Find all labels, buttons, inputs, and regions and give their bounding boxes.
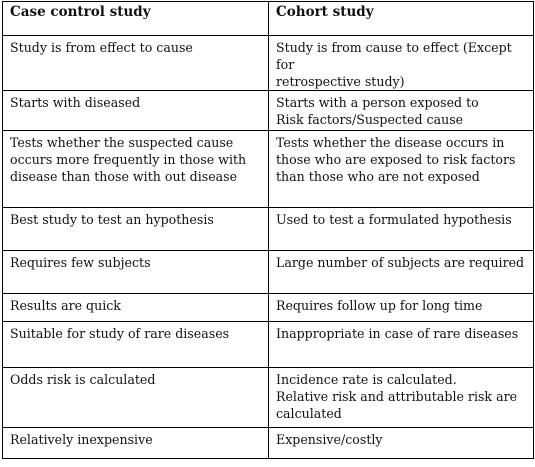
cell-line: Best study to test an hypothesis (10, 212, 214, 227)
cohort-cell: Expensive/costly (268, 427, 534, 459)
cell-line: Relatively inexpensive (10, 432, 153, 447)
header-case-control: Case control study (2, 1, 269, 36)
cell-line: Used to test a formulated hypothesis (276, 212, 512, 227)
cell-line: Starts with a person exposed to (276, 95, 479, 110)
cell-line: Large number of subjects are required (276, 255, 525, 270)
cell-line: occurs more frequently in those with (10, 152, 247, 167)
cell-line: Suitable for study of rare diseases (10, 326, 230, 341)
table-row: Tests whether the suspected cause occurs… (2, 130, 534, 208)
cohort-cell: Inappropriate in case of rare diseases (268, 321, 534, 368)
case-control-cell: Suitable for study of rare diseases (2, 321, 269, 368)
cell-line: Risk factors/Suspected cause (276, 112, 464, 127)
cell-line: Expensive/costly (276, 432, 383, 447)
cell-line: than those who are not exposed (276, 169, 480, 184)
cell-line: Relative risk and attributable risk are (276, 389, 518, 404)
cell-line: Tests whether the disease occurs in (276, 135, 505, 150)
cohort-cell: Incidence rate is calculated. Relative r… (268, 367, 534, 428)
cell-line: Incidence rate is calculated. (276, 372, 457, 387)
table-row: Relatively inexpensive Expensive/costly (2, 427, 534, 459)
table-row: Starts with diseased Starts with a perso… (2, 90, 534, 131)
cohort-cell: Requires follow up for long time (268, 293, 534, 322)
case-control-cell: Tests whether the suspected cause occurs… (2, 130, 269, 208)
cell-line: disease than those with out disease (10, 169, 238, 184)
header-row: Case control study Cohort study (2, 1, 534, 36)
header-cohort: Cohort study (268, 1, 534, 36)
cell-line: Requires few subjects (10, 255, 151, 270)
cohort-cell: Study is from cause to effect (Except fo… (268, 35, 534, 91)
table-row: Odds risk is calculated Incidence rate i… (2, 367, 534, 428)
cell-line: those who are exposed to risk factors (276, 152, 516, 167)
table-row: Suitable for study of rare diseases Inap… (2, 321, 534, 368)
case-control-cell: Best study to test an hypothesis (2, 207, 269, 251)
cell-line: Tests whether the suspected cause (10, 135, 234, 150)
case-control-cell: Odds risk is calculated (2, 367, 269, 428)
case-control-cell: Starts with diseased (2, 90, 269, 131)
cell-line: Starts with diseased (10, 95, 141, 110)
cohort-cell: Starts with a person exposed to Risk fac… (268, 90, 534, 131)
cohort-cell: Large number of subjects are required (268, 250, 534, 294)
case-control-cell: Relatively inexpensive (2, 427, 269, 459)
case-control-cell: Results are quick (2, 293, 269, 322)
table-row: Requires few subjects Large number of su… (2, 250, 534, 294)
cell-line: Results are quick (10, 298, 121, 313)
table-row: Results are quick Requires follow up for… (2, 293, 534, 322)
cell-line: Odds risk is calculated (10, 372, 156, 387)
table-row: Best study to test an hypothesis Used to… (2, 207, 534, 251)
cell-line: Inappropriate in case of rare diseases (276, 326, 519, 341)
case-control-cell: Study is from effect to cause (2, 35, 269, 91)
cohort-cell: Used to test a formulated hypothesis (268, 207, 534, 251)
cell-line: Study is from cause to effect (Except fo… (276, 40, 512, 72)
comparison-table: Case control study Cohort study Study is… (2, 1, 534, 459)
cell-line: retrospective study) (276, 74, 405, 89)
table-row: Study is from effect to cause Study is f… (2, 35, 534, 91)
case-control-cell: Requires few subjects (2, 250, 269, 294)
cell-line: Study is from effect to cause (10, 40, 193, 55)
cell-line: Requires follow up for long time (276, 298, 483, 313)
cell-line: calculated (276, 406, 342, 421)
cohort-cell: Tests whether the disease occurs in thos… (268, 130, 534, 208)
